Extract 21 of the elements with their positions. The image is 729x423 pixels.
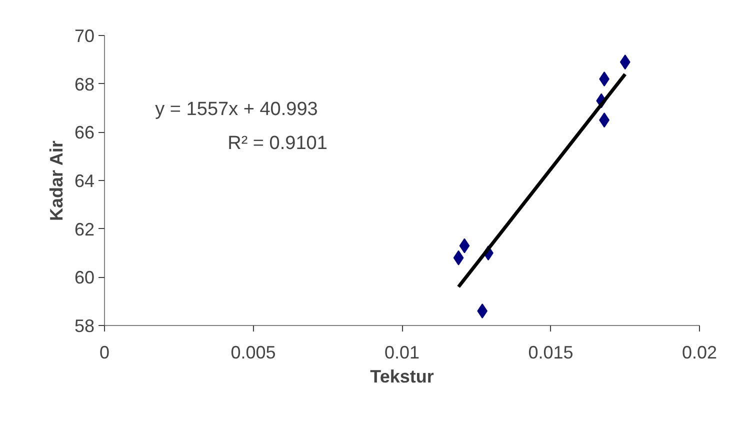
y-tick-label: 58	[74, 316, 95, 336]
x-axis-title: Tekstur	[370, 366, 434, 386]
x-tick-label: 0.015	[528, 342, 574, 362]
point	[459, 238, 470, 254]
x-tick-label: 0.02	[682, 342, 718, 362]
x-tick-label: 0.01	[384, 342, 420, 362]
x-tick-label: 0	[99, 342, 110, 362]
annotation: y = 1557x + 40.993	[155, 99, 318, 120]
y-tick-label: 70	[74, 26, 95, 46]
point	[453, 250, 464, 266]
point	[477, 304, 488, 318]
x-tick-label: 0.005	[230, 342, 276, 362]
y-axis-title: Kadar Air	[46, 140, 66, 222]
point	[620, 54, 630, 70]
y-tick-label: 62	[74, 219, 95, 240]
y-tick-label: 64	[74, 171, 95, 191]
y-tick-label: 66	[74, 122, 95, 143]
annotation: R² = 0.9101	[228, 133, 328, 154]
y-tick-label: 68	[74, 74, 95, 94]
y-tick-label: 60	[74, 268, 95, 288]
point	[599, 72, 610, 86]
